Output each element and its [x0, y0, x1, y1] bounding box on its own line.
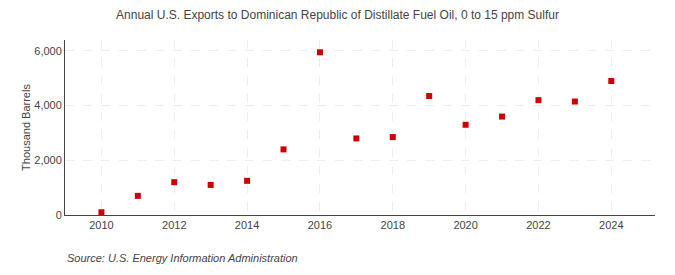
- svg-text:Annual U.S. Exports to Dominic: Annual U.S. Exports to Dominican Republi…: [116, 8, 559, 22]
- svg-text:Thousand Barrels: Thousand Barrels: [20, 84, 32, 171]
- svg-text:2018: 2018: [381, 219, 405, 231]
- svg-text:2016: 2016: [308, 219, 332, 231]
- svg-text:4,000: 4,000: [34, 99, 62, 111]
- svg-text:2024: 2024: [599, 219, 623, 231]
- svg-text:6,000: 6,000: [34, 45, 62, 57]
- svg-text:2,000: 2,000: [34, 154, 62, 166]
- svg-text:2022: 2022: [526, 219, 550, 231]
- svg-text:Source: U.S. Energy Informatio: Source: U.S. Energy Information Administ…: [67, 252, 298, 264]
- svg-text:2014: 2014: [235, 219, 259, 231]
- svg-text:2020: 2020: [453, 219, 477, 231]
- svg-text:0: 0: [56, 209, 62, 221]
- svg-text:2012: 2012: [162, 219, 186, 231]
- svg-text:2010: 2010: [89, 219, 113, 231]
